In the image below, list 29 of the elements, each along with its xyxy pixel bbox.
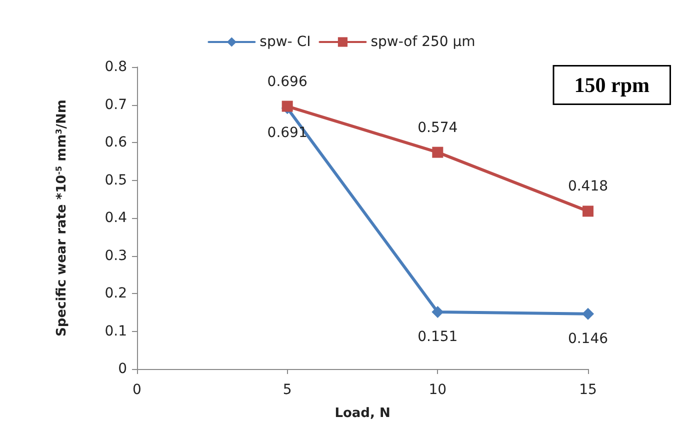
y-tick-label: 0.8 bbox=[104, 59, 127, 75]
x-tick-label: 0 bbox=[132, 382, 142, 398]
x-tick-label: 15 bbox=[579, 382, 597, 398]
y-axis-title: Specific wear rate *10-5 mm3/Nm bbox=[54, 100, 70, 336]
point bbox=[582, 308, 594, 320]
data-label: 0.146 bbox=[568, 330, 608, 347]
y-tick-label: 0 bbox=[118, 361, 127, 377]
data-label: 0.418 bbox=[568, 178, 608, 195]
annotation: 150 rpm bbox=[574, 73, 650, 97]
y-tick-label: 0.5 bbox=[104, 172, 127, 188]
y-tick-label: 0.7 bbox=[104, 96, 127, 113]
point bbox=[432, 306, 444, 318]
data-label: 0.696 bbox=[267, 74, 308, 90]
point bbox=[582, 206, 594, 217]
x-axis-title: Load, N bbox=[334, 406, 390, 421]
point bbox=[432, 146, 444, 158]
y-tick-label: 0.2 bbox=[104, 286, 127, 302]
data-label: 0.691 bbox=[267, 125, 308, 142]
y-tick-label: 0.6 bbox=[104, 134, 128, 150]
legend-label: spw- CI bbox=[260, 34, 311, 50]
x-tick-label: 10 bbox=[428, 382, 447, 398]
data-label: 0.151 bbox=[418, 328, 458, 345]
y-tick-label: 0.3 bbox=[104, 248, 127, 264]
point bbox=[282, 100, 293, 112]
data-label: 0.574 bbox=[418, 120, 458, 136]
x-tick-label: 5 bbox=[282, 382, 292, 398]
legend-label: spw-of 250 µm bbox=[370, 34, 476, 50]
y-tick-label: 0.1 bbox=[104, 323, 127, 340]
y-tick-label: 0.4 bbox=[104, 210, 128, 226]
